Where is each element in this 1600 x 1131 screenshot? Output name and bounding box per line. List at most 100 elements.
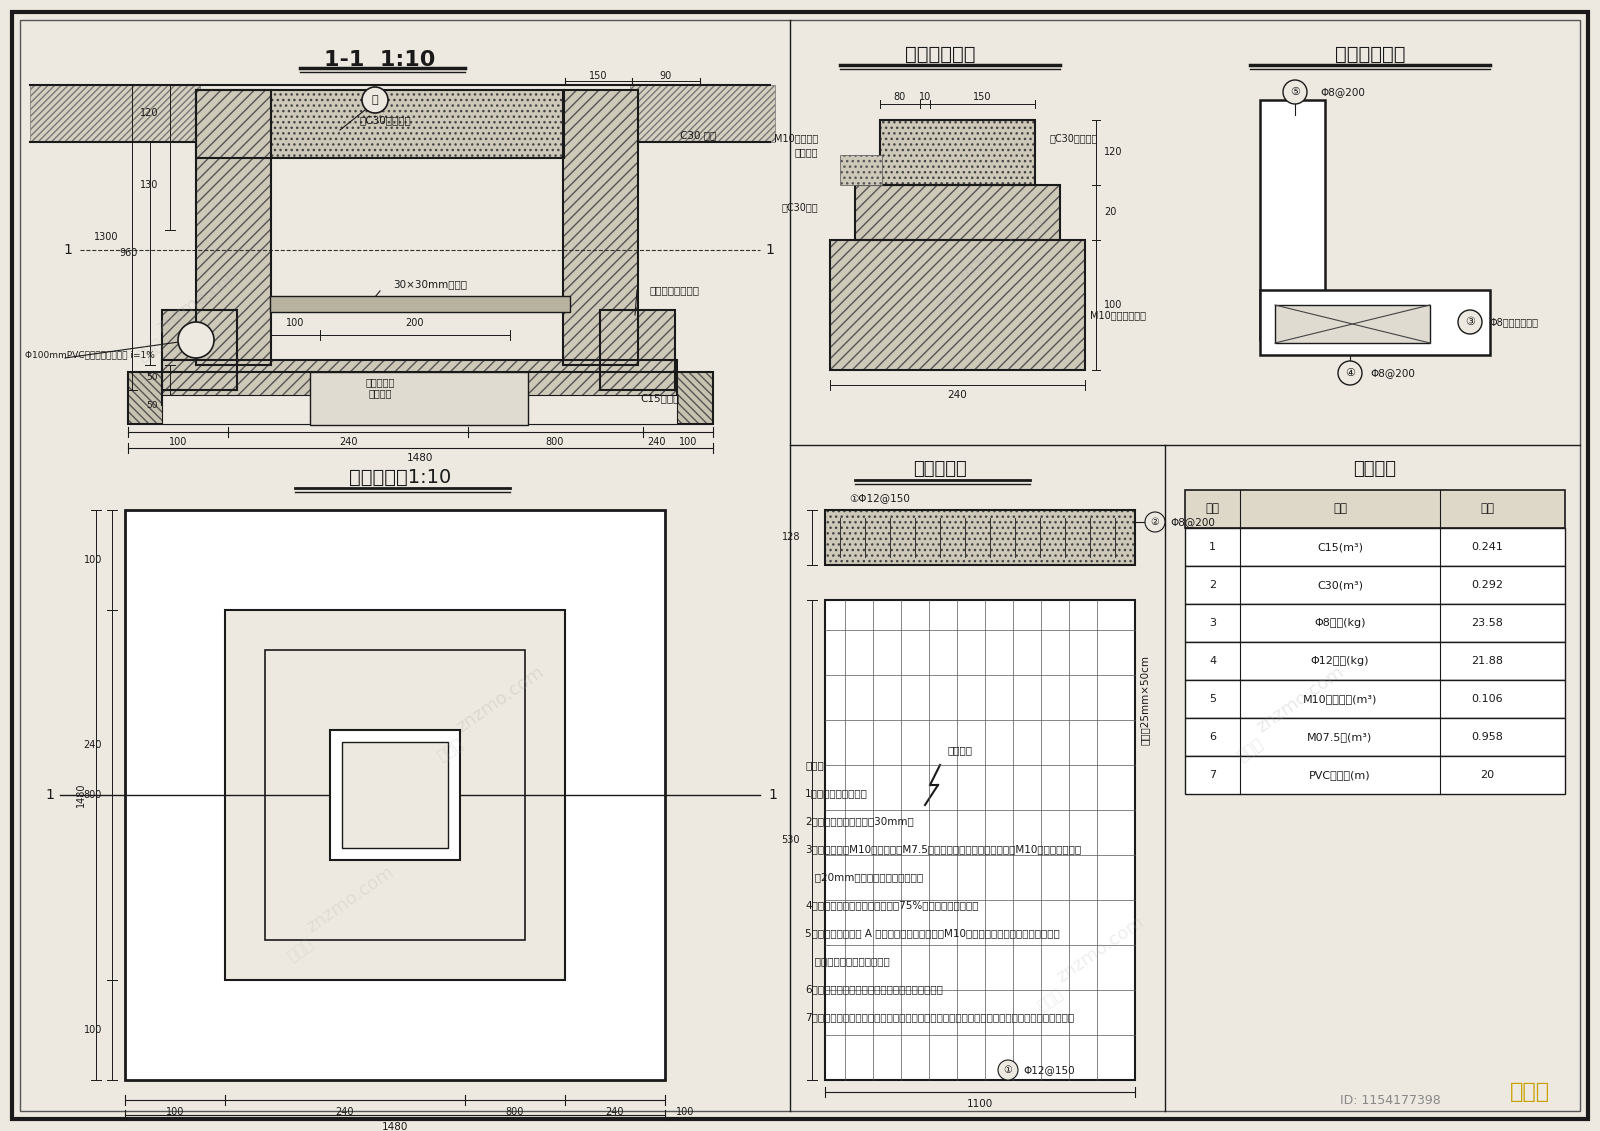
- Bar: [1275, 305, 1430, 343]
- Text: 填实顶紧: 填实顶紧: [795, 147, 818, 157]
- Text: 800: 800: [83, 789, 102, 800]
- Bar: [1261, 100, 1325, 340]
- Text: 50: 50: [147, 372, 158, 381]
- Text: 30×30mm铁格栅: 30×30mm铁格栅: [394, 279, 467, 290]
- Bar: [826, 601, 1134, 1080]
- Text: 240: 240: [606, 1107, 624, 1117]
- Bar: [854, 185, 1059, 240]
- Text: 800: 800: [506, 1107, 525, 1117]
- Bar: [830, 240, 1085, 370]
- Text: Φ8（通长敷设）: Φ8（通长敷设）: [1490, 317, 1539, 327]
- Bar: [840, 155, 882, 185]
- Text: 知末网: 知末网: [1235, 736, 1266, 765]
- Text: 240: 240: [947, 390, 966, 400]
- Text: 知末网: 知末网: [1510, 1082, 1550, 1102]
- Text: 5: 5: [1210, 694, 1216, 703]
- Text: 100: 100: [286, 318, 304, 328]
- Circle shape: [1458, 310, 1482, 334]
- Circle shape: [362, 87, 387, 113]
- Text: 知末网: 知末网: [435, 736, 466, 765]
- Bar: [854, 185, 1059, 240]
- Text: PVC排水管(m): PVC排水管(m): [1309, 770, 1371, 780]
- Text: M07.5砖(m³): M07.5砖(m³): [1307, 732, 1373, 742]
- Text: 240: 240: [83, 740, 102, 750]
- Text: C30(m³): C30(m³): [1317, 580, 1363, 590]
- Text: 3、井壁材料：M10水泥砂浆砌M7.5砖井壁，井内壁及底板、盖板用M10水泥砂浆粉面，: 3、井壁材料：M10水泥砂浆砌M7.5砖井壁，井内壁及底板、盖板用M10水泥砂浆…: [805, 844, 1082, 854]
- Bar: [162, 310, 237, 390]
- Text: znzmo.com: znzmo.com: [1253, 663, 1347, 736]
- Bar: [270, 296, 570, 312]
- Circle shape: [1146, 512, 1165, 532]
- Text: 530: 530: [781, 835, 800, 845]
- Circle shape: [1283, 80, 1307, 104]
- Bar: [128, 372, 714, 424]
- Text: 2、钢筋保护层混凝土厚30mm。: 2、钢筋保护层混凝土厚30mm。: [805, 815, 914, 826]
- Text: 7: 7: [1210, 770, 1216, 780]
- Text: ④: ④: [1346, 368, 1355, 378]
- Bar: [1186, 528, 1565, 566]
- Text: 序号: 序号: [1205, 502, 1219, 516]
- Text: 200: 200: [406, 318, 424, 328]
- Text: ID: 1154177398: ID: 1154177398: [1339, 1094, 1440, 1106]
- Text: znzmo.com: znzmo.com: [954, 214, 1046, 287]
- Text: 4、盖板预制，强度达设计强度的75%后，方可脱模吊装。: 4、盖板预制，强度达设计强度的75%后，方可脱模吊装。: [805, 900, 979, 910]
- Text: 附注：: 附注：: [805, 760, 824, 770]
- Text: 80: 80: [894, 92, 906, 102]
- Text: 内填粗砂: 内填粗砂: [368, 388, 392, 398]
- Bar: [600, 310, 675, 390]
- Bar: [826, 510, 1134, 566]
- Text: 1: 1: [64, 243, 72, 257]
- Text: 电缆进出线保护管: 电缆进出线保护管: [650, 285, 701, 295]
- Bar: [195, 90, 270, 365]
- Text: M10水泥砂浆: M10水泥砂浆: [774, 133, 818, 143]
- Bar: [1186, 642, 1565, 680]
- Text: 1: 1: [765, 243, 774, 257]
- Text: C30 垫垫: C30 垫垫: [680, 130, 717, 140]
- Bar: [1186, 566, 1565, 604]
- Bar: [162, 395, 677, 424]
- Text: 240: 240: [646, 437, 666, 447]
- Text: 1480: 1480: [77, 783, 86, 808]
- Text: 1: 1: [768, 788, 778, 802]
- Text: 100: 100: [678, 437, 698, 447]
- Text: 800: 800: [546, 437, 565, 447]
- Bar: [563, 90, 638, 365]
- Text: ②: ②: [1150, 517, 1160, 527]
- Text: 21.88: 21.88: [1472, 656, 1504, 666]
- Text: 20: 20: [1480, 770, 1494, 780]
- Bar: [1186, 680, 1565, 718]
- Bar: [1186, 604, 1565, 642]
- Bar: [880, 120, 1035, 185]
- Bar: [162, 310, 237, 390]
- Text: M10水泥砂浆座浆: M10水泥砂浆座浆: [1090, 310, 1146, 320]
- Text: 150: 150: [589, 71, 608, 81]
- Text: 数量: 数量: [1480, 502, 1494, 516]
- Text: Φ8圆钢(kg): Φ8圆钢(kg): [1314, 618, 1366, 628]
- Text: 1-1  1:10: 1-1 1:10: [325, 50, 435, 70]
- Text: 3: 3: [1210, 618, 1216, 628]
- Text: M10水泥砂浆(m³): M10水泥砂浆(m³): [1302, 694, 1378, 703]
- Circle shape: [1338, 361, 1362, 385]
- Text: 1480: 1480: [382, 1122, 408, 1131]
- Text: 厚20mm；盖板顶装铺人行道砖。: 厚20mm；盖板顶装铺人行道砖。: [805, 872, 923, 882]
- Text: Φ100mmPVC接入就近排水系统 i=1%: Φ100mmPVC接入就近排水系统 i=1%: [26, 351, 155, 360]
- Text: 5、安装完并且节点 A 井外回填料必须待盖板中M10水泥砂浆达设计强度后方可进行，: 5、安装完并且节点 A 井外回填料必须待盖板中M10水泥砂浆达设计强度后方可进行…: [805, 929, 1059, 938]
- Text: ⑤: ⑤: [1290, 87, 1299, 97]
- Text: 手井平面图1:10: 手井平面图1:10: [349, 468, 451, 487]
- Text: Φ8@200: Φ8@200: [1370, 368, 1414, 378]
- Text: 盖板配筋图: 盖板配筋图: [914, 460, 966, 478]
- Text: 0.106: 0.106: [1472, 694, 1504, 703]
- Text: 100: 100: [83, 555, 102, 566]
- Text: 120: 120: [139, 107, 158, 118]
- Bar: [195, 90, 563, 158]
- Text: 1: 1: [1210, 542, 1216, 552]
- Text: 130: 130: [139, 180, 158, 190]
- Text: 100: 100: [83, 1025, 102, 1035]
- Text: 6、基坑开挖后，若遇软弱土层应采取处理措施。: 6、基坑开挖后，若遇软弱土层应采取处理措施。: [805, 984, 942, 994]
- Bar: [266, 650, 525, 940]
- Bar: [128, 372, 714, 424]
- Bar: [1186, 718, 1565, 756]
- Text: 120: 120: [1104, 147, 1123, 157]
- Text: 0.292: 0.292: [1472, 580, 1504, 590]
- Bar: [1186, 490, 1565, 528]
